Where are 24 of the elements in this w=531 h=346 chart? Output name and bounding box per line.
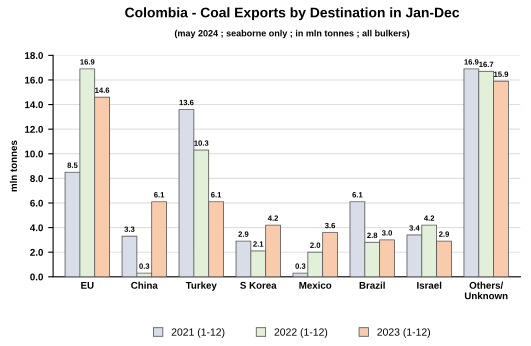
y-tick-label: 12.0 [25, 126, 43, 133]
y-tick-label: 4.0 [30, 224, 43, 232]
y-tick-label: 2.0 [30, 248, 43, 256]
y-tick-label: 14.0 [25, 101, 43, 108]
legend-label: 2023 (1-12) [377, 328, 430, 338]
y-axis-title: mln tonnes [10, 140, 17, 192]
y-tick-label: 16.0 [25, 76, 43, 84]
y-tick-label: 0.0 [30, 274, 43, 280]
x-tick-label: EU [81, 282, 94, 289]
x-tick-label: Brazil [360, 282, 385, 289]
y-tick-label: 8.0 [30, 175, 43, 182]
y-tick-label: 6.0 [30, 200, 43, 207]
x-tick-label: Israel [417, 282, 442, 289]
y-tick-label: 18.0 [25, 52, 43, 59]
x-tick-label: Mexico [299, 282, 332, 289]
x-tick-label: China [131, 282, 158, 289]
x-tick-label: Others/ Unknown [464, 282, 508, 300]
chart-title: Colombia - Coal Exports by Destination in Jan-Dec [125, 7, 460, 20]
y-tick-label: 10.0 [25, 150, 43, 158]
x-tick-label: Turkey [186, 282, 217, 291]
legend-label: 2021 (1-12) [172, 328, 224, 338]
chart-subtitle: (may 2024 ; seaborne only ; in mln tonnes ; all bulkers) [174, 30, 410, 38]
x-tick-label: S Korea [240, 282, 277, 289]
legend-label: 2022 (1-12) [274, 328, 328, 338]
